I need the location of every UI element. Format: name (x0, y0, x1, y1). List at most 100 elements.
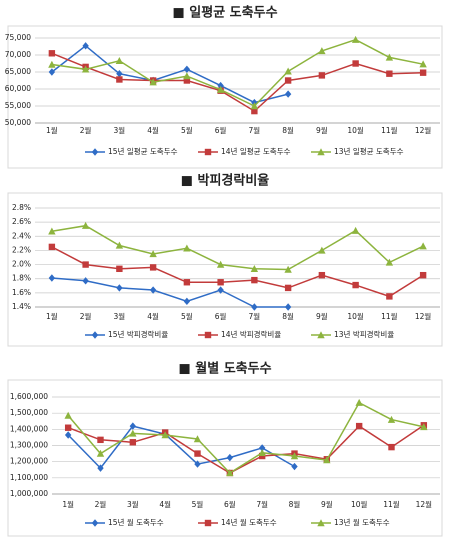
legend-label: 13년 월 도축두수 (334, 517, 390, 527)
marker (318, 47, 326, 55)
marker (183, 279, 191, 286)
y-tick-label: 50,000 (5, 118, 31, 127)
marker (183, 72, 191, 80)
legend-label: 14년 일평균 도축두수 (221, 146, 291, 156)
legend-label: 13년 박피경락비율 (334, 329, 394, 339)
y-tick-label: 1,600,000 (10, 392, 48, 401)
x-tick-label: 3월 (127, 499, 139, 509)
x-tick-label: 7월 (249, 311, 261, 321)
marker (284, 303, 292, 311)
marker (183, 65, 191, 73)
marker (204, 148, 212, 156)
marker (352, 281, 359, 289)
marker (116, 284, 123, 292)
marker (48, 60, 56, 68)
y-tick-label: 1.4% (12, 302, 31, 311)
marker (250, 265, 259, 273)
marker (81, 65, 90, 73)
x-tick-label: 9월 (321, 499, 333, 509)
y-tick-label: 2.8% (12, 203, 31, 212)
marker (284, 265, 292, 273)
x-tick-label: 6월 (215, 311, 227, 321)
marker (183, 297, 191, 306)
marker (64, 411, 72, 419)
x-tick-label: 4월 (159, 499, 171, 509)
marker (217, 279, 224, 286)
x-tick-label: 1월 (46, 125, 58, 135)
marker (251, 276, 258, 284)
marker (216, 260, 225, 268)
series-line (51, 224, 424, 271)
marker (64, 424, 72, 431)
marker (149, 250, 157, 258)
y-tick-label: 1.6% (12, 288, 31, 297)
marker (355, 398, 363, 406)
x-tick-label: 3월 (114, 311, 126, 321)
x-tick-label: 11월 (383, 499, 400, 509)
marker (91, 519, 99, 527)
marker (388, 443, 395, 451)
x-tick-label: 12월 (415, 311, 432, 321)
marker (355, 422, 363, 430)
x-tick-label: 10월 (351, 499, 368, 509)
y-tick-label: 2.0% (12, 260, 31, 269)
marker (284, 284, 292, 292)
x-tick-label: 10월 (347, 125, 364, 135)
marker (96, 449, 105, 457)
chart-title: ■ 월별 도축두수 (178, 361, 271, 377)
y-tick-label: 1.8% (12, 274, 31, 283)
x-tick-label: 7월 (249, 125, 261, 135)
marker (317, 519, 325, 527)
x-tick-label: 4월 (147, 125, 159, 135)
marker (251, 303, 258, 311)
marker (204, 331, 212, 339)
series-line (51, 277, 289, 308)
marker (317, 331, 325, 339)
y-tick-label: 1,000,000 (10, 489, 48, 498)
marker (386, 70, 393, 77)
marker (323, 456, 331, 464)
x-tick-label: 8월 (282, 125, 294, 135)
x-tick-label: 12월 (415, 125, 432, 135)
marker (115, 241, 124, 249)
marker (290, 452, 299, 460)
x-tick-label: 11월 (381, 311, 398, 321)
series-line (67, 424, 425, 474)
series-line (67, 425, 295, 470)
marker (48, 274, 56, 282)
marker (386, 293, 393, 300)
y-tick-label: 75,000 (5, 33, 31, 42)
x-tick-label: 5월 (181, 311, 193, 321)
x-tick-label: 10월 (347, 311, 364, 321)
marker (82, 42, 89, 50)
marker (149, 78, 157, 86)
marker (419, 69, 427, 76)
marker (48, 68, 56, 76)
marker (317, 148, 325, 156)
y-tick-label: 1,200,000 (10, 457, 48, 466)
marker (193, 435, 202, 443)
marker (183, 244, 191, 252)
panel (7, 379, 443, 537)
marker (204, 519, 212, 527)
series-line (51, 52, 424, 113)
marker (385, 258, 394, 266)
marker (149, 264, 157, 271)
y-tick-label: 55,000 (5, 101, 31, 110)
marker (129, 439, 137, 446)
marker (129, 429, 137, 437)
marker (161, 431, 169, 439)
series-line (51, 44, 289, 104)
marker (48, 50, 56, 57)
marker (318, 271, 326, 279)
x-tick-label: 3월 (114, 125, 126, 135)
marker (318, 246, 326, 254)
marker (64, 431, 72, 439)
marker (216, 85, 225, 93)
marker (217, 286, 224, 294)
marker (258, 444, 266, 452)
marker (419, 60, 427, 68)
marker (97, 436, 104, 444)
marker (385, 53, 394, 61)
